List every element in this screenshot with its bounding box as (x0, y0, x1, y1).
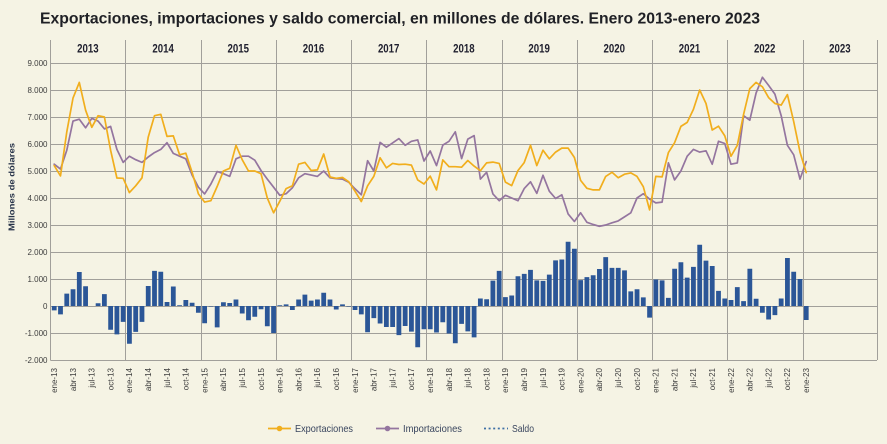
svg-text:ene-17: ene-17 (351, 367, 360, 392)
svg-text:Exportaciones, importaciones y: Exportaciones, importaciones y saldo com… (40, 11, 760, 28)
svg-text:2018: 2018 (453, 44, 475, 56)
svg-text:jul-22: jul-22 (764, 367, 773, 388)
svg-text:Importaciones: Importaciones (403, 423, 462, 435)
svg-text:oct-21: oct-21 (708, 367, 717, 390)
svg-text:oct-20: oct-20 (633, 367, 642, 390)
svg-text:jul-16: jul-16 (313, 367, 322, 388)
svg-text:abr-14: abr-14 (144, 367, 153, 391)
svg-text:2019: 2019 (528, 44, 550, 56)
svg-text:2020: 2020 (604, 44, 626, 56)
svg-text:abr-21: abr-21 (670, 367, 679, 391)
svg-text:-2.000: -2.000 (25, 356, 48, 365)
svg-text:jul-19: jul-19 (539, 367, 548, 388)
svg-text:2.000: 2.000 (27, 248, 48, 257)
svg-text:jul-13: jul-13 (88, 367, 97, 388)
svg-text:abr-18: abr-18 (445, 367, 454, 391)
svg-text:2017: 2017 (378, 44, 400, 56)
svg-text:2022: 2022 (754, 44, 776, 56)
svg-text:jul-18: jul-18 (464, 367, 473, 388)
svg-text:3.000: 3.000 (27, 221, 48, 230)
svg-text:ene-19: ene-19 (501, 367, 510, 392)
svg-text:ene-20: ene-20 (576, 367, 585, 392)
svg-text:Millones de dólares: Millones de dólares (7, 143, 17, 231)
svg-text:abr-19: abr-19 (520, 367, 529, 391)
svg-text:abr-20: abr-20 (595, 367, 604, 391)
svg-text:ene-15: ene-15 (200, 367, 209, 392)
svg-text:ene-18: ene-18 (426, 367, 435, 392)
svg-text:abr-22: abr-22 (746, 367, 755, 391)
svg-text:oct-16: oct-16 (332, 367, 341, 390)
svg-text:oct-22: oct-22 (783, 367, 792, 390)
svg-text:oct-19: oct-19 (558, 367, 567, 390)
svg-text:2023: 2023 (829, 44, 851, 56)
svg-text:oct-18: oct-18 (482, 367, 491, 390)
svg-text:8.000: 8.000 (27, 86, 48, 95)
svg-text:2014: 2014 (152, 44, 174, 56)
svg-text:ene-22: ene-22 (727, 367, 736, 392)
svg-text:2016: 2016 (303, 44, 325, 56)
svg-text:abr-13: abr-13 (69, 367, 78, 391)
svg-text:4.000: 4.000 (27, 194, 48, 203)
svg-text:Exportaciones: Exportaciones (295, 423, 353, 435)
svg-text:ene-14: ene-14 (125, 367, 134, 392)
svg-text:2021: 2021 (679, 44, 701, 56)
svg-text:oct-14: oct-14 (182, 367, 191, 390)
svg-text:-1.000: -1.000 (25, 329, 48, 338)
svg-text:ene-16: ene-16 (276, 367, 285, 392)
svg-text:2015: 2015 (228, 44, 250, 56)
svg-text:9.000: 9.000 (27, 59, 48, 68)
svg-text:abr-16: abr-16 (294, 367, 303, 391)
svg-text:abr-15: abr-15 (219, 367, 228, 391)
svg-text:jul-15: jul-15 (238, 367, 247, 388)
svg-text:oct-17: oct-17 (407, 367, 416, 390)
svg-text:6.000: 6.000 (27, 140, 48, 149)
svg-text:ene-23: ene-23 (802, 367, 811, 392)
svg-text:Saldo: Saldo (512, 423, 534, 435)
svg-text:2013: 2013 (77, 44, 99, 56)
svg-text:oct-13: oct-13 (106, 367, 115, 390)
svg-text:jul-20: jul-20 (614, 367, 623, 388)
svg-text:jul-14: jul-14 (163, 367, 172, 388)
svg-text:ene-13: ene-13 (50, 367, 59, 392)
svg-text:0: 0 (43, 302, 48, 311)
svg-text:ene-21: ene-21 (652, 367, 661, 392)
svg-text:oct-15: oct-15 (257, 367, 266, 390)
svg-text:jul-21: jul-21 (689, 367, 698, 388)
svg-text:7.000: 7.000 (27, 113, 48, 122)
svg-text:1.000: 1.000 (27, 275, 48, 284)
svg-text:5.000: 5.000 (27, 167, 48, 176)
svg-text:abr-17: abr-17 (370, 367, 379, 391)
svg-text:jul-17: jul-17 (388, 367, 397, 388)
